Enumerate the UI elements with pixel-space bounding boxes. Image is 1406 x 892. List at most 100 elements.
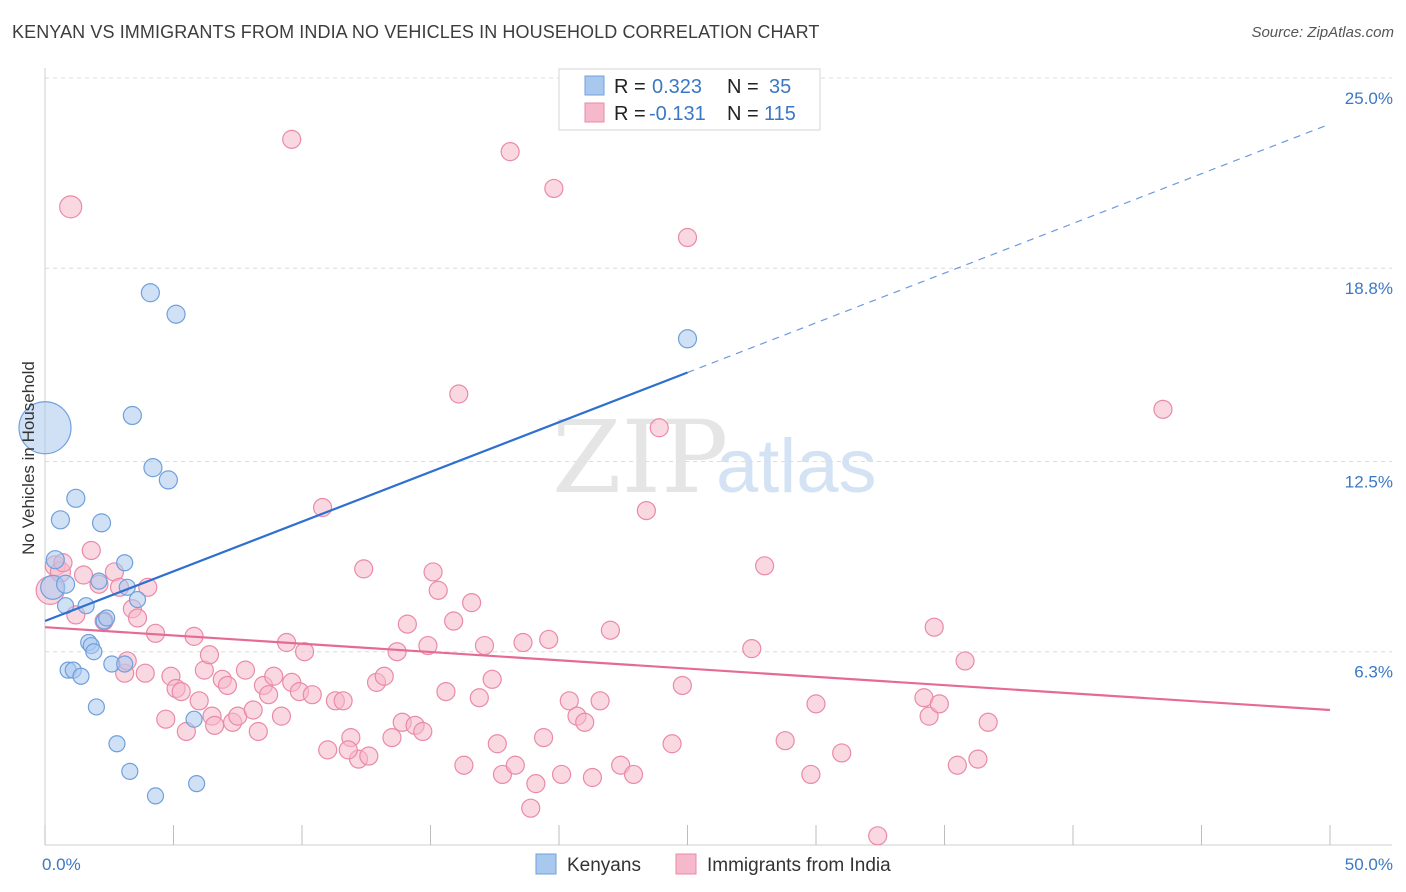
y-axis-title: No Vehicles in Household	[19, 361, 38, 555]
india-point	[413, 721, 433, 742]
legend-n-value-2: 115	[764, 103, 796, 125]
gridlines	[45, 77, 1392, 653]
india-point	[258, 685, 279, 705]
india-point	[294, 642, 315, 662]
india-point	[559, 691, 579, 711]
india-point	[282, 129, 302, 149]
india-point	[868, 826, 888, 846]
chart-title: KENYAN VS IMMIGRANTS FROM INDIA NO VEHIC…	[12, 22, 820, 42]
trend-lines	[44, 123, 1331, 712]
kenyan-point	[140, 283, 160, 303]
kenyan-point	[18, 401, 72, 455]
india-point	[754, 556, 775, 576]
india-point	[156, 709, 176, 729]
india-point	[544, 178, 564, 199]
kenyan-point	[116, 655, 134, 673]
india-point	[271, 706, 292, 726]
india-point	[832, 743, 852, 763]
india-point	[444, 611, 464, 631]
legend-n-label-2: N =	[727, 103, 759, 125]
india-point	[539, 629, 559, 650]
legend-bottom: Kenyans Immigrants from India	[535, 853, 891, 876]
india-point	[469, 688, 489, 708]
india-point	[968, 749, 988, 769]
kenyan-point	[72, 667, 90, 685]
india-point	[513, 632, 533, 653]
india-point	[135, 663, 155, 683]
india-point	[387, 642, 407, 662]
india-point	[397, 614, 417, 634]
india-point	[482, 669, 502, 689]
series-kenyans	[18, 283, 698, 805]
india-point	[382, 728, 402, 748]
india-point	[217, 675, 238, 696]
india-point	[235, 660, 256, 680]
axes	[44, 68, 1392, 846]
india-point	[423, 562, 443, 582]
india-point	[189, 691, 209, 711]
kenyan-trend-line	[44, 371, 688, 623]
india-point	[243, 700, 263, 720]
india-point	[454, 755, 474, 775]
watermark-zip: ZIP	[552, 399, 728, 516]
india-point	[575, 712, 595, 732]
india-point	[672, 675, 692, 696]
india-point	[978, 712, 998, 732]
tick-labels: 6.3% 12.5% 18.8% 25.0% 0.0% 50.0%	[42, 89, 1393, 874]
legend-r-value-2: -0.131	[649, 103, 706, 125]
india-point	[428, 580, 448, 600]
kenyan-point	[158, 470, 178, 490]
bottom-legend-label-india: Immigrants from India	[707, 855, 891, 876]
india-point	[775, 731, 795, 751]
legend-top: R = 0.323 N = 35 R = -0.131 N = 115	[558, 68, 821, 131]
india-point	[623, 764, 644, 785]
india-point	[171, 681, 191, 702]
india-point	[924, 617, 944, 637]
india-point	[205, 715, 225, 735]
kenyan-point	[143, 458, 163, 478]
india-point	[318, 740, 338, 760]
kenyan-point	[121, 762, 139, 780]
kenyan-point	[91, 513, 112, 533]
india-point	[590, 691, 610, 711]
india-point	[505, 755, 525, 775]
y-tick-label: 18.8%	[1345, 279, 1393, 298]
kenyan-point	[55, 574, 76, 594]
india-point	[600, 620, 621, 640]
kenyan-point	[85, 643, 103, 661]
india-point	[487, 734, 507, 754]
kenyan-point	[116, 554, 134, 572]
india-point	[742, 639, 762, 659]
india-trend-line	[44, 626, 1331, 712]
kenyan-point	[677, 329, 698, 349]
legend-r-label-1: R =	[614, 76, 646, 98]
chart-source: Source: ZipAtlas.com	[1251, 24, 1394, 41]
india-point	[248, 721, 268, 742]
legend-swatch-kenyans	[584, 75, 605, 96]
x-tick-label: 50.0%	[1345, 855, 1393, 874]
india-point	[500, 142, 520, 162]
india-point	[1153, 399, 1173, 419]
y-tick-label: 6.3%	[1354, 663, 1393, 682]
kenyan-point	[185, 710, 203, 728]
kenyan-point	[188, 775, 206, 793]
india-point	[929, 694, 949, 714]
india-point	[338, 740, 358, 760]
kenyan-trend-extension	[687, 123, 1331, 374]
kenyan-point	[108, 735, 126, 753]
y-tick-label: 12.5%	[1345, 473, 1393, 492]
india-point	[474, 635, 495, 656]
kenyan-point	[87, 698, 106, 716]
kenyan-point	[166, 304, 186, 324]
india-point	[649, 418, 669, 438]
india-point	[551, 764, 572, 785]
india-point	[333, 691, 353, 711]
india-point	[73, 565, 94, 585]
watermark: ZIP atlas	[552, 399, 877, 516]
india-point	[302, 685, 322, 705]
y-tick-label: 25.0%	[1345, 89, 1393, 108]
india-point	[801, 764, 821, 785]
kenyan-point	[122, 405, 142, 426]
legend-r-label-2: R =	[614, 103, 646, 125]
india-point	[199, 645, 220, 665]
